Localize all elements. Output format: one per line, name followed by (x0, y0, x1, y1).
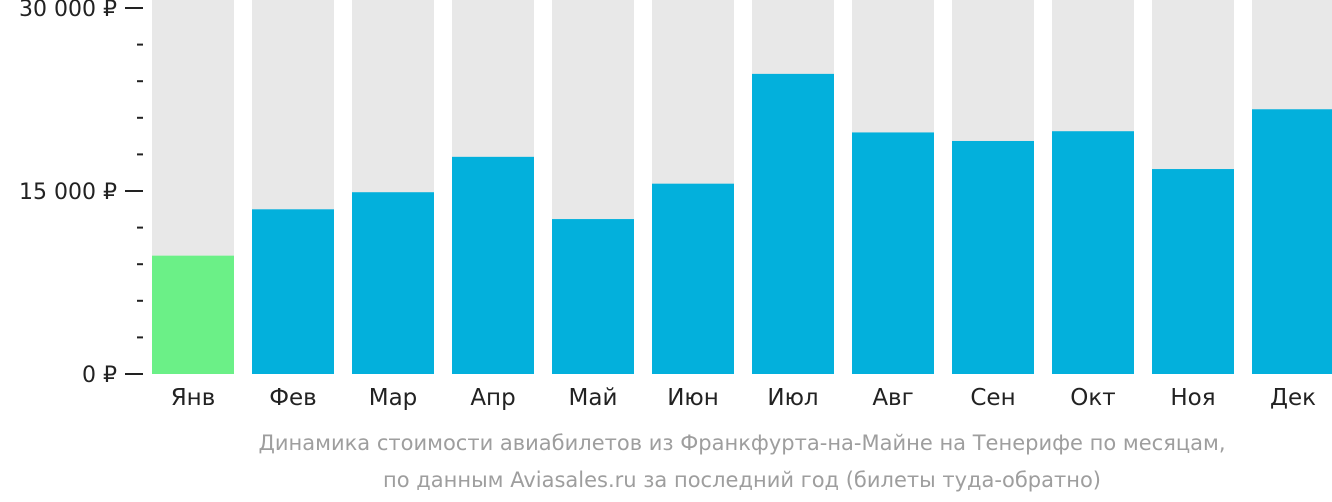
price-bar-chart: 0 ₽ 15 000 ₽ 30 000 ₽ Янв Фев Мар Апр Май Июн Июл… (19, 0, 1332, 411)
bar-6 (652, 183, 734, 374)
chart-caption-line-1: Динамика стоимости авиабилетов из Франкф… (258, 431, 1226, 455)
x-tick-label: Апр (470, 385, 515, 411)
y-tick-label: 0 ₽ (82, 363, 117, 388)
x-tick-label: Янв (171, 385, 216, 411)
x-tick-label: Фев (269, 385, 317, 411)
y-tick-label: 30 000 ₽ (19, 0, 117, 22)
bar-12 (1252, 109, 1332, 374)
bar-4 (452, 156, 534, 374)
bar-2 (252, 209, 334, 374)
bar-7 (752, 73, 834, 374)
bar-11 (1152, 169, 1234, 374)
x-tick-label: Окт (1070, 385, 1115, 411)
bar-3 (352, 192, 434, 374)
x-tick-label: Авг (872, 385, 913, 411)
y-tick-label: 15 000 ₽ (19, 180, 117, 205)
x-tick-label: Сен (970, 385, 1015, 411)
x-tick-label: Июн (667, 385, 719, 411)
x-tick-label: Мар (369, 385, 418, 411)
chart-caption-line-2: по данным Aviasales.ru за последний год … (383, 468, 1101, 492)
bar-5 (552, 219, 634, 374)
bar-8 (852, 132, 934, 374)
x-tick-label: Дек (1270, 385, 1316, 411)
x-tick-label: Июл (767, 385, 818, 411)
bar-10 (1052, 131, 1134, 374)
x-tick-label: Май (569, 385, 618, 411)
x-tick-label: Ноя (1170, 385, 1215, 411)
bar-9 (952, 140, 1034, 374)
bar-1 (152, 255, 234, 374)
